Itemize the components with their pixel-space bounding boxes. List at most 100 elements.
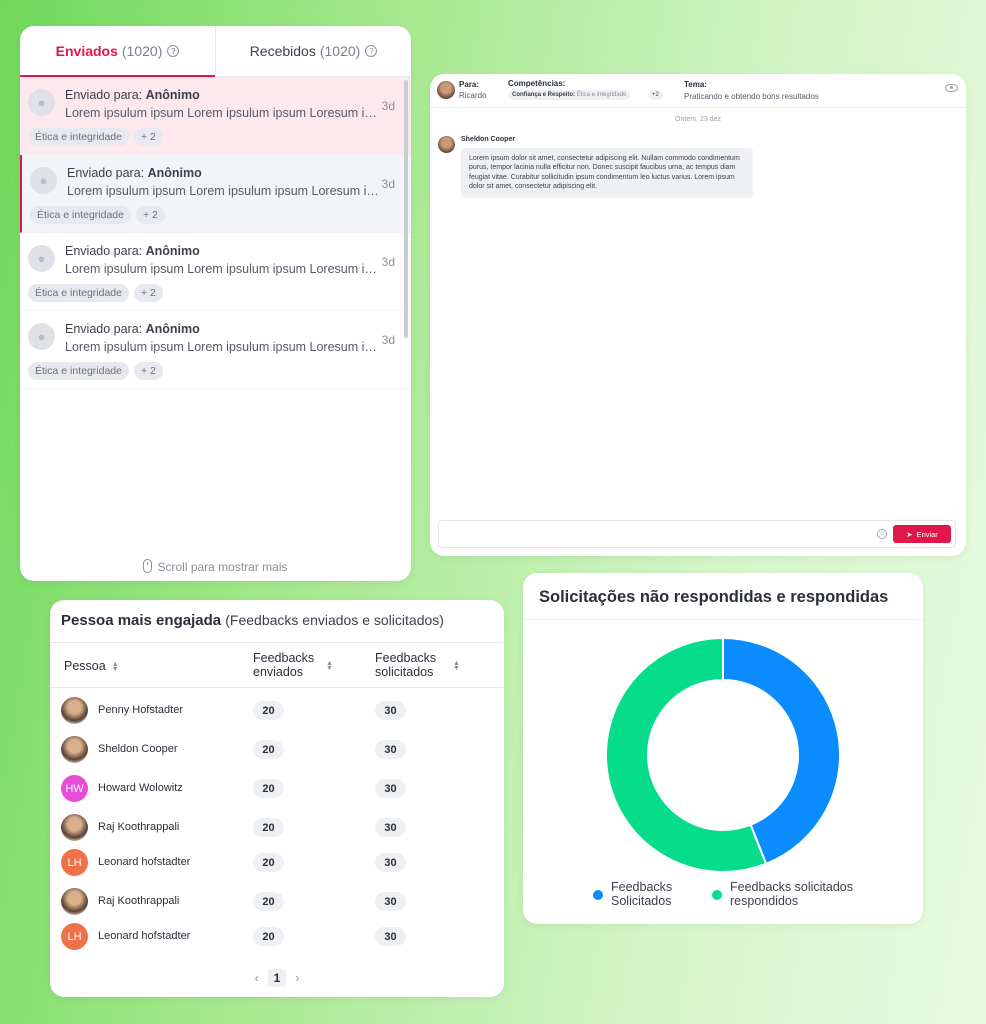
sent-count: 20: [253, 701, 284, 720]
help-icon[interactable]: ?: [167, 45, 180, 57]
message-list[interactable]: ● Enviado para: Anônimo Lorem ipsulum ip…: [20, 77, 411, 389]
table-row[interactable]: Sheldon Cooper 20 30: [50, 732, 504, 768]
tags: Ética e integridade + 2: [28, 284, 163, 302]
table-header: Pessoa ▲ ▼ Feedbacks enviados ▲ ▼ Feedbacks s…: [50, 642, 504, 688]
person-name: Leonard hofstadter: [98, 856, 191, 868]
more-skills-chip[interactable]: +2: [648, 90, 663, 100]
more-tags-chip[interactable]: + 2: [133, 362, 163, 380]
legend-item-solicitados[interactable]: Feedbacks Solicitados: [593, 880, 672, 908]
col-sent[interactable]: Feedbacks enviados: [253, 651, 315, 679]
tag-chip: Ética e integridade: [30, 206, 131, 224]
send-icon: ➤: [906, 529, 913, 539]
person-name: Raj Koothrappali: [98, 895, 180, 907]
anonymous-avatar-icon: ●: [28, 323, 55, 350]
scroll-hint: Scroll para mostrar mais: [20, 559, 411, 574]
table-row[interactable]: Raj Koothrappali 20 30: [50, 810, 504, 846]
table-row[interactable]: LH Leonard hofstadter 20 30: [50, 919, 504, 955]
donut-chart: [605, 636, 841, 873]
prev-page-icon[interactable]: ‹: [254, 971, 259, 985]
requests-chart-card: Solicitações não respondidas e respondid…: [523, 573, 923, 924]
list-item[interactable]: ● Enviado para: Anônimo Lorem ipsulum ip…: [20, 311, 411, 389]
message-preview: Lorem ipsulum ipsum Lorem ipsulum ipsum …: [65, 340, 377, 354]
sent-count: 20: [253, 779, 284, 798]
more-tags-chip[interactable]: + 2: [133, 128, 163, 146]
more-tags-chip[interactable]: + 2: [133, 284, 163, 302]
tags: Ética e integridade + 2: [28, 128, 163, 146]
emoji-icon[interactable]: ☺: [877, 529, 887, 539]
list-item[interactable]: ● Enviado para: Anônimo Lorem ipsulum ip…: [20, 233, 411, 311]
avatar: LH: [61, 849, 88, 876]
recipient: Enviado para: Anônimo: [67, 166, 202, 180]
avatar: [438, 136, 455, 153]
sent-count: 20: [253, 740, 284, 759]
table-row[interactable]: LH Leonard hofstadter 20 30: [50, 845, 504, 881]
table-row[interactable]: HW Howard Wolowitz 20 30: [50, 771, 504, 807]
sent-count: 20: [253, 853, 284, 872]
avatar: HW: [61, 775, 88, 802]
legend-dot: [593, 890, 603, 900]
message-input[interactable]: ☺ ➤ Enviar: [438, 520, 956, 548]
next-page-icon[interactable]: ›: [295, 971, 300, 985]
col-person[interactable]: Pessoa ▲ ▼: [64, 659, 119, 673]
help-icon[interactable]: ?: [365, 45, 378, 57]
message-preview: Lorem ipsulum ipsum Lorem ipsulum ipsum …: [65, 106, 377, 120]
card-title: Pessoa mais engajada (Feedbacks enviados…: [61, 612, 444, 629]
eye-icon[interactable]: [945, 84, 958, 92]
sent-count: 20: [253, 892, 284, 911]
tag-chip: Ética e integridade: [28, 128, 129, 146]
anonymous-avatar-icon: ●: [28, 245, 55, 272]
sort-icon: ▲ ▼: [111, 660, 119, 673]
avatar: [61, 697, 88, 724]
more-tags-chip[interactable]: + 2: [135, 206, 165, 224]
message-preview: Lorem ipsulum ipsum Lorem ipsulum ipsum …: [65, 262, 377, 276]
tab-recebidos[interactable]: Recebidos (1020) ?: [215, 26, 411, 76]
theme-value: Praticando e obtendo bons resultados: [684, 92, 819, 101]
tab-enviados[interactable]: Enviados (1020) ?: [20, 26, 215, 77]
pagination: ‹ 1 ›: [50, 969, 504, 987]
list-item[interactable]: ● Enviado para: Anônimo Lorem ipsulum ip…: [20, 155, 411, 233]
legend-dot: [712, 890, 722, 900]
sent-count: 20: [253, 927, 284, 946]
table-row[interactable]: Penny Hofstadter 20 30: [50, 693, 504, 729]
tab-recebidos-count: (1020): [319, 43, 361, 59]
requested-count: 30: [375, 818, 406, 837]
sort-icon[interactable]: ▲ ▼: [453, 660, 460, 672]
col-requested[interactable]: Feedbacks solicitados: [375, 651, 437, 679]
requested-count: 30: [375, 892, 406, 911]
avatar: [61, 736, 88, 763]
person-name: Penny Hofstadter: [98, 704, 183, 716]
send-label: Enviar: [916, 529, 938, 539]
message-time: 3d: [381, 177, 395, 191]
person-name: Leonard hofstadter: [98, 930, 191, 942]
chat-header: Para: Ricardo Competências: Confiança e …: [430, 74, 966, 108]
send-button[interactable]: ➤ Enviar: [893, 525, 951, 543]
requested-count: 30: [375, 779, 406, 798]
donut-slice-respondidos[interactable]: [605, 636, 768, 873]
recipient: Enviado para: Anônimo: [65, 88, 200, 102]
requested-count: 30: [375, 853, 406, 872]
requested-count: 30: [375, 927, 406, 946]
mouse-icon: [143, 559, 153, 573]
table-row[interactable]: Raj Koothrappali 20 30: [50, 884, 504, 920]
theme-label: Tema:: [684, 80, 707, 89]
list-item[interactable]: ● Enviado para: Anônimo Lorem ipsulum ip…: [20, 77, 411, 155]
anonymous-avatar-icon: ●: [28, 89, 55, 116]
chat-date: Ontem, 23 dez: [675, 116, 721, 123]
tab-enviados-count: (1020): [121, 43, 163, 59]
avatar: LH: [61, 923, 88, 950]
tag-chip: Ética e integridade: [28, 284, 129, 302]
message-preview: Lorem ipsulum ipsum Lorem ipsulum ipsum …: [67, 184, 379, 198]
donut-slice-solicitados[interactable]: [722, 636, 841, 866]
requested-count: 30: [375, 740, 406, 759]
anonymous-avatar-icon: ●: [30, 167, 57, 194]
sender-name: Sheldon Cooper: [461, 136, 516, 143]
to-value: Ricardo: [459, 91, 487, 100]
inbox-tabs: Enviados (1020) ? Recebidos (1020) ?: [20, 26, 411, 77]
tags: Ética e integridade + 2: [30, 206, 165, 224]
message-time: 3d: [381, 333, 395, 347]
current-page[interactable]: 1: [268, 969, 286, 987]
sort-icon[interactable]: ▲ ▼: [326, 660, 333, 672]
requested-count: 30: [375, 701, 406, 720]
scrollbar[interactable]: [404, 80, 408, 338]
legend-item-respondidos[interactable]: Feedbacks solicitados respondidos: [712, 880, 853, 908]
